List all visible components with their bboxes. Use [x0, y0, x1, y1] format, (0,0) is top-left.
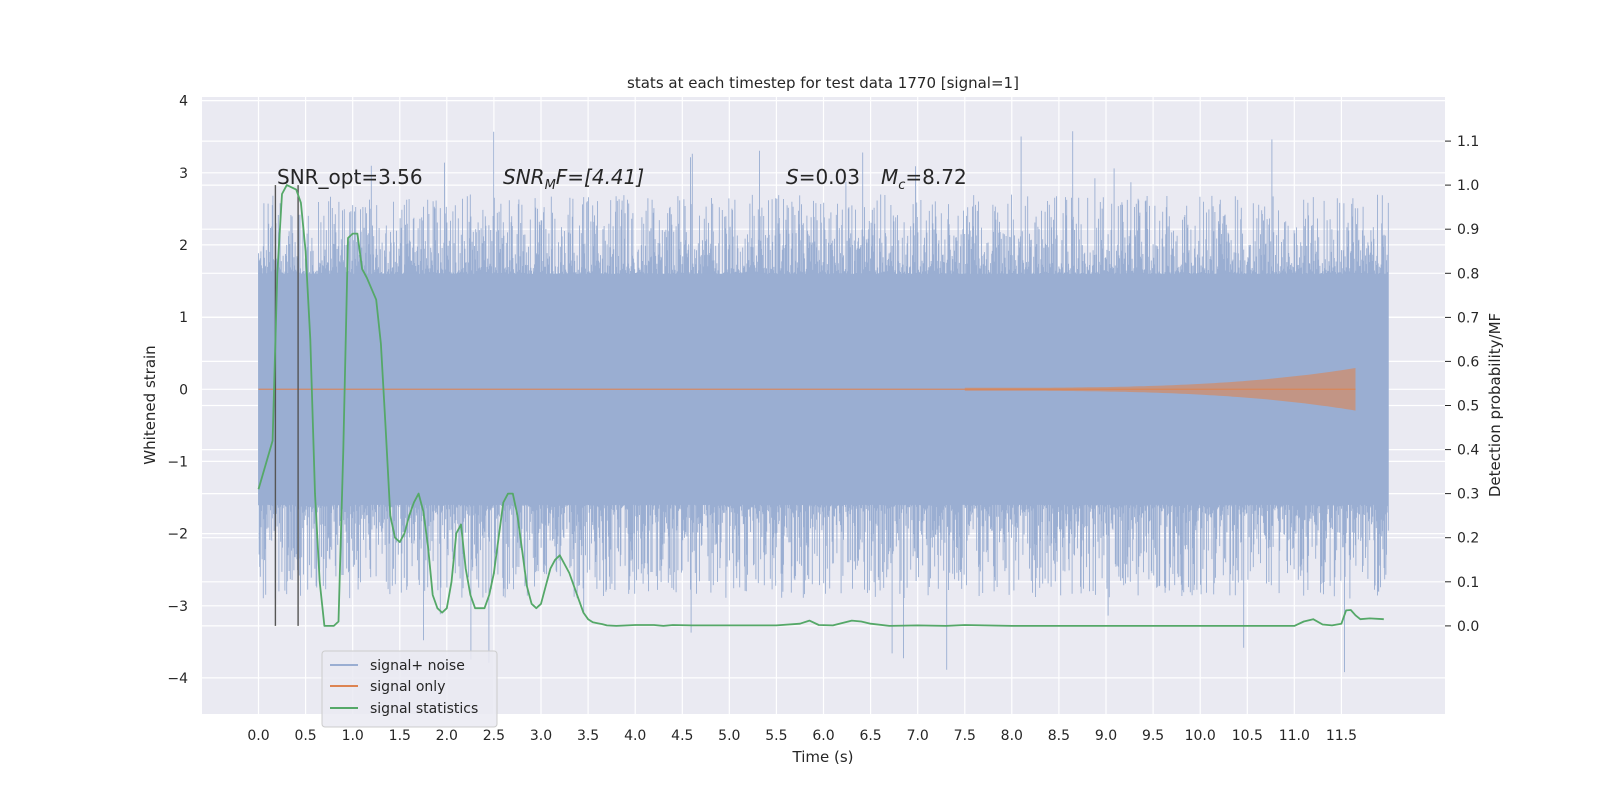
x-tick-label: 10.0 [1185, 728, 1216, 744]
y-right-tick-label: 0.4 [1457, 443, 1479, 459]
annotation-snr-mf: SNRMF=[4.41] [503, 165, 644, 193]
x-tick-label: 0.5 [294, 728, 316, 744]
legend-label-signal-statistics: signal statistics [370, 701, 478, 717]
x-tick-label: 3.0 [530, 728, 552, 744]
y-left-tick-label: 1 [179, 310, 188, 326]
y-left-tick-label: 3 [179, 166, 188, 182]
y-axis-right-label: Detection probability/MF [1486, 313, 1504, 497]
x-tick-label: 6.5 [859, 728, 881, 744]
annotation-snr-opt: SNR_opt=3.56 [277, 165, 423, 189]
x-tick-label: 2.5 [483, 728, 505, 744]
y-right-tick-label: 0.1 [1457, 575, 1479, 591]
x-tick-label: 1.0 [342, 728, 364, 744]
x-tick-label: 7.0 [907, 728, 929, 744]
y-left-tick-label: 4 [179, 94, 188, 110]
y-left-ticks: −4 −3 −2 −1 0 1 2 3 4 [167, 94, 188, 687]
mc-base: M [881, 165, 898, 189]
x-tick-label: 8.5 [1048, 728, 1070, 744]
signal-statistics-line [257, 184, 1384, 627]
x-tick-label: 1.5 [389, 728, 411, 744]
y-right-tick-label: 0.3 [1457, 487, 1479, 503]
s-base: S [786, 165, 799, 189]
y-right-ticks: 0.0 0.1 0.2 0.3 0.4 0.5 0.6 0.7 0.8 0.9 1.0 1.1 [1445, 134, 1479, 635]
legend: signal+ noise signal only signal statist… [321, 650, 498, 728]
signal-statistics-series [257, 184, 1384, 627]
x-tick-label: 7.5 [954, 728, 976, 744]
chart-title: stats at each timestep for test data 177… [627, 74, 1019, 92]
y-right-tick-label: 0.7 [1457, 310, 1479, 326]
y-left-tick-label: −4 [167, 671, 188, 687]
y-left-tick-label: −3 [167, 599, 188, 615]
y-axis-left-label: Whitened strain [141, 345, 159, 464]
y-right-tick-label: 0.2 [1457, 531, 1479, 547]
y-left-tick-label: −1 [167, 454, 188, 470]
x-tick-label: 11.0 [1279, 728, 1310, 744]
mc-sub: c [898, 178, 905, 193]
x-tick-label: 3.5 [577, 728, 599, 744]
annotation-mc: Mc=8.72 [881, 165, 967, 193]
y-right-tick-label: 1.1 [1457, 134, 1479, 150]
y-right-tick-label: 0.0 [1457, 619, 1479, 635]
signal-only-envelope [964, 353, 1356, 426]
x-tick-label: 6.0 [812, 728, 834, 744]
annotation-s: S=0.03 [786, 165, 860, 189]
y-right-tick-label: 0.8 [1457, 266, 1479, 282]
legend-label-signal-noise: signal+ noise [370, 658, 465, 674]
x-tick-label: 9.0 [1095, 728, 1117, 744]
x-ticks: 0.0 0.5 1.0 1.5 2.0 2.5 3.0 3.5 4.0 4.5 5.0 5.5 6.0 6… [247, 728, 1357, 744]
x-tick-label: 5.5 [765, 728, 787, 744]
x-tick-label: 11.5 [1326, 728, 1357, 744]
y-right-tick-label: 1.0 [1457, 178, 1479, 194]
y-left-tick-label: 2 [179, 238, 188, 254]
y-right-tick-label: 0.5 [1457, 399, 1479, 415]
x-tick-label: 5.0 [718, 728, 740, 744]
y-left-tick-label: 0 [179, 382, 188, 398]
x-axis-label: Time (s) [792, 748, 854, 766]
vertical-markers [274, 185, 299, 626]
x-tick-label: 9.5 [1142, 728, 1164, 744]
x-tick-label: 10.5 [1232, 728, 1263, 744]
snr-mf-base: SNR [503, 165, 545, 189]
signal-only-series [258, 353, 1356, 426]
x-tick-label: 8.0 [1001, 728, 1023, 744]
legend-label-signal-only: signal only [370, 679, 445, 695]
y-right-tick-label: 0.9 [1457, 222, 1479, 238]
mc-rest: =8.72 [905, 165, 966, 189]
legend-box [321, 650, 498, 728]
y-right-tick-label: 0.6 [1457, 354, 1479, 370]
s-rest: =0.03 [799, 165, 860, 189]
snr-mf-rest: F=[4.41] [556, 165, 644, 189]
x-tick-label: 4.0 [624, 728, 646, 744]
x-tick-label: 4.5 [671, 728, 693, 744]
y-left-tick-label: −2 [167, 527, 188, 543]
x-tick-label: 2.0 [436, 728, 458, 744]
x-tick-label: 0.0 [247, 728, 269, 744]
snr-mf-sub: M [545, 178, 556, 193]
